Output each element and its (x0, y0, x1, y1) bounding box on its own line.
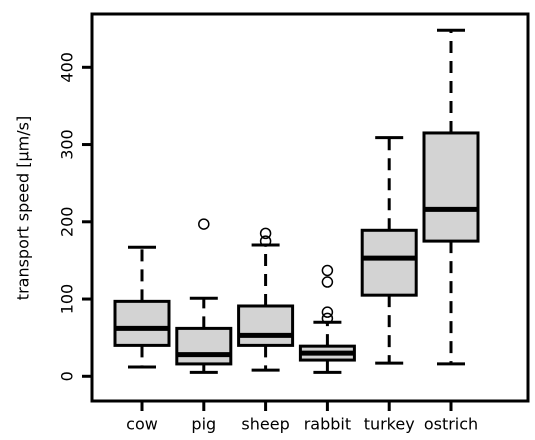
box (422, 131, 480, 243)
outlier (321, 264, 334, 277)
y-tick-label: 300 (58, 129, 77, 160)
box (360, 228, 418, 297)
outlier (321, 276, 334, 288)
y-tick-label: 100 (58, 284, 77, 315)
outlier (321, 306, 334, 318)
x-tick-label: ostrich (424, 415, 478, 434)
box (237, 304, 295, 347)
plot-frame (90, 12, 530, 403)
outlier (198, 218, 210, 230)
outlier (259, 227, 272, 240)
y-tick-label: 0 (58, 371, 77, 381)
outlier (259, 235, 272, 247)
x-tick-label: rabbit (304, 415, 351, 434)
x-tick-label: sheep (241, 415, 289, 434)
y-tick-label: 400 (58, 52, 77, 83)
y-tick-label: 200 (58, 207, 77, 238)
x-tick-label: turkey (364, 415, 415, 434)
y-axis-label: transport speed [µm/s] (14, 116, 33, 300)
outlier (321, 312, 334, 325)
box (113, 299, 171, 347)
x-tick-label: cow (126, 415, 158, 434)
x-tick-label: pig (191, 415, 216, 434)
box (175, 326, 233, 366)
